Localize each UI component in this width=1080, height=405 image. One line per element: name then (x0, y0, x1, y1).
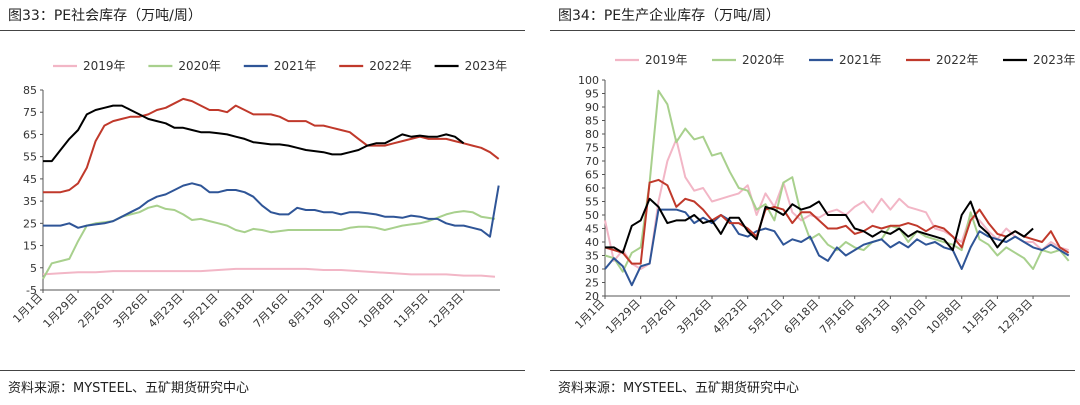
y-tick-label: 45 (23, 173, 37, 186)
legend-label: 2021年 (274, 59, 317, 73)
y-tick-label: 100 (578, 74, 599, 87)
legend-label: 2023年 (1033, 53, 1076, 67)
y-tick-label: 35 (23, 195, 37, 208)
y-tick-label: 90 (585, 101, 599, 114)
y-tick-label: 75 (23, 106, 37, 119)
legend-label: 2021年 (839, 53, 882, 67)
y-tick-label: 5 (30, 262, 37, 275)
series-line (43, 182, 500, 238)
top-rule (550, 30, 1075, 31)
x-tick-label: 10月8日 (356, 291, 396, 331)
y-tick-label: -5 (26, 284, 37, 297)
legend-label: 2019年 (645, 53, 688, 67)
legend-label: 2022年 (369, 59, 412, 73)
x-tick-label: 6月18日 (216, 291, 256, 331)
series-line (604, 178, 1070, 265)
x-tick-label: 7月16日 (817, 297, 857, 337)
y-tick-label: 25 (585, 277, 599, 290)
x-tick-label: 2月26日 (639, 297, 679, 337)
y-tick-label: 65 (585, 169, 599, 182)
chart-panel-producer-inventory: 图34：PE生产企业库存（万吨/周） 20 25 30 35 40 45 50 55 60 65 7… (550, 0, 1080, 405)
top-rule (0, 30, 525, 31)
series-line (604, 89, 1070, 273)
x-tick-label: 6月18日 (782, 297, 822, 337)
y-tick-label: 45 (585, 223, 599, 236)
x-tick-label: 5月21日 (181, 291, 221, 331)
y-tick-label: 50 (585, 209, 599, 222)
line-chart-producer-inventory: 202530354045505560657075808590951001月1日1… (572, 53, 1076, 337)
x-tick-label: 11月5日 (960, 297, 1000, 337)
x-tick-label: 1月29日 (603, 297, 643, 337)
x-tick-label: 4月23日 (710, 297, 750, 337)
y-tick-label: 85 (585, 115, 599, 128)
x-tick-label: 7月16日 (251, 291, 291, 331)
y-tick-label: 95 (585, 88, 599, 101)
legend-label: 2020年 (178, 59, 221, 73)
y-tick-label: 60 (585, 182, 599, 195)
series-line (43, 104, 465, 163)
x-tick-label: 12月3日 (426, 291, 466, 331)
legend-label: 2019年 (83, 59, 126, 73)
x-tick-label: 2月26日 (76, 291, 116, 331)
x-tick-label: 11月5日 (391, 291, 431, 331)
x-tick-label: 10月8日 (924, 297, 964, 337)
series-line (42, 267, 496, 278)
line-chart-social-inventory: -5515253545556575851月1日1月29日2月26日3月26日4月… (10, 59, 508, 331)
y-tick-label: 80 (585, 128, 599, 141)
y-tick-label: 85 (23, 84, 37, 97)
series-line (604, 138, 1069, 270)
x-tick-label: 4月23日 (146, 291, 186, 331)
x-tick-label: 8月13日 (286, 291, 326, 331)
legend-label: 2023年 (465, 59, 508, 73)
series-line (43, 97, 500, 194)
y-tick-label: 30 (585, 263, 599, 276)
legend-label: 2020年 (742, 53, 785, 67)
source-note: 资料来源：MYSTEEL、五矿期货研究中心 (8, 381, 250, 396)
series-line (605, 197, 1034, 254)
x-tick-label: 8月13日 (853, 297, 893, 337)
bottom-rule (0, 370, 525, 371)
x-tick-label: 9月10日 (889, 297, 929, 337)
y-tick-label: 65 (23, 128, 37, 141)
y-tick-label: 15 (23, 240, 37, 253)
x-tick-label: 3月26日 (111, 291, 151, 331)
x-tick-label: 1月29日 (41, 291, 81, 331)
y-tick-label: 20 (585, 290, 599, 303)
x-tick-label: 12月3日 (996, 297, 1036, 337)
y-tick-label: 35 (585, 250, 599, 263)
y-tick-label: 70 (585, 155, 599, 168)
source-note: 资料来源：MYSTEEL、五矿期货研究中心 (558, 381, 800, 396)
x-tick-label: 5月21日 (746, 297, 786, 337)
y-tick-label: 40 (585, 236, 599, 249)
chart-panel-social-inventory: 图33：PE社会库存（万吨/周） -5 5 15 25 35 45 55 65 75 85 1月1日… (0, 0, 530, 405)
bottom-rule (550, 370, 1075, 371)
x-tick-label: 3月26日 (675, 297, 715, 337)
chart-title: 图34：PE生产企业库存（万吨/周） (558, 8, 780, 24)
x-tick-label: 9月10日 (321, 291, 361, 331)
y-tick-label: 75 (585, 142, 599, 155)
y-tick-label: 55 (23, 151, 37, 164)
y-tick-label: 55 (585, 196, 599, 209)
legend-label: 2022年 (936, 53, 979, 67)
chart-title: 图33：PE社会库存（万吨/周） (8, 8, 202, 24)
y-tick-label: 25 (23, 217, 37, 230)
